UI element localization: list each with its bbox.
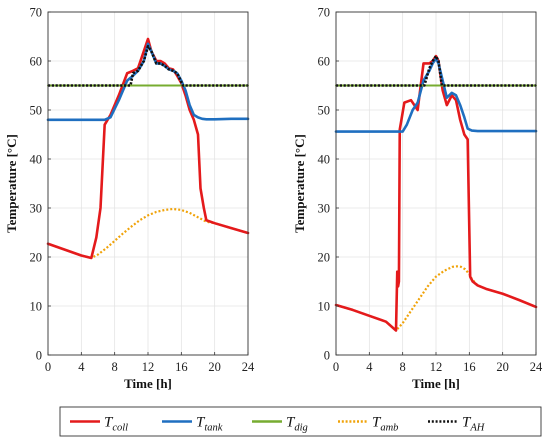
chart-panel-1: 0 4 8 12 16 20 24 0 10 20 30 40 50 60 70 Time [h] Temper… <box>4 6 255 392</box>
legend-label: TAH <box>462 415 486 434</box>
x-tick-label: 0 <box>45 360 51 374</box>
x-tick-label: 8 <box>400 360 406 374</box>
y-tick-label: 10 <box>30 300 43 314</box>
legend-box <box>59 406 542 437</box>
x-tick-label: 20 <box>496 360 509 374</box>
y-tick-label: 40 <box>318 153 331 167</box>
series-line-coll <box>46 37 250 260</box>
series-line-amb <box>335 265 537 332</box>
legend-label: Ttank <box>196 415 223 434</box>
y-tick-label: 30 <box>318 202 331 216</box>
series-line-ah <box>336 54 536 87</box>
legend-label: Tcoll <box>104 415 128 434</box>
legend-label: Tdig <box>286 415 308 434</box>
x-axis-label: Time [h] <box>412 376 460 391</box>
legend-item-coll: Tcoll <box>70 415 128 434</box>
series-line-ah <box>48 44 248 87</box>
x-tick-label: 8 <box>112 360 118 374</box>
y-tick-label: 70 <box>30 6 43 20</box>
y-tick-label: 0 <box>36 349 42 363</box>
y-tick-label: 70 <box>318 6 331 20</box>
y-tick-label: 0 <box>324 349 330 363</box>
legend-item-amb: Tamb <box>338 415 398 434</box>
legend-item-dig: Tdig <box>252 415 308 434</box>
y-tick-label: 40 <box>30 153 43 167</box>
x-tick-label: 16 <box>463 360 476 374</box>
x-tick-label: 24 <box>242 360 255 374</box>
x-tick-label: 20 <box>208 360 221 374</box>
x-tick-label: 12 <box>142 360 155 374</box>
series-line-tank <box>334 57 538 133</box>
legend-item-tank: Ttank <box>162 415 223 434</box>
y-axis-label: Temperature [°C] <box>4 134 19 233</box>
legend-label: Tamb <box>372 415 398 434</box>
x-tick-label: 12 <box>430 360 443 374</box>
series-line-coll <box>334 54 538 332</box>
y-tick-label: 20 <box>318 251 331 265</box>
legend: Tcoll Ttank Tdig Tamb TAH <box>59 406 542 437</box>
y-tick-label: 50 <box>30 104 43 118</box>
y-tick-label: 20 <box>30 251 43 265</box>
series-line-amb <box>47 207 249 260</box>
x-axis-label: Time [h] <box>124 376 172 391</box>
y-tick-label: 60 <box>318 55 331 69</box>
y-tick-label: 60 <box>30 55 43 69</box>
x-tick-label: 16 <box>175 360 188 374</box>
x-tick-label: 4 <box>366 360 373 374</box>
y-axis-label: Temperature [°C] <box>292 134 307 233</box>
x-tick-label: 24 <box>530 360 543 374</box>
y-tick-label: 30 <box>30 202 43 216</box>
x-tick-label: 4 <box>78 360 85 374</box>
legend-item-ah: TAH <box>428 415 486 434</box>
y-tick-label: 50 <box>318 104 331 118</box>
x-tick-label: 0 <box>333 360 339 374</box>
y-tick-label: 10 <box>318 300 331 314</box>
chart-panel-2: 0 4 8 12 16 20 24 0 10 20 30 40 50 60 70 Time [h] Temper… <box>292 6 543 392</box>
